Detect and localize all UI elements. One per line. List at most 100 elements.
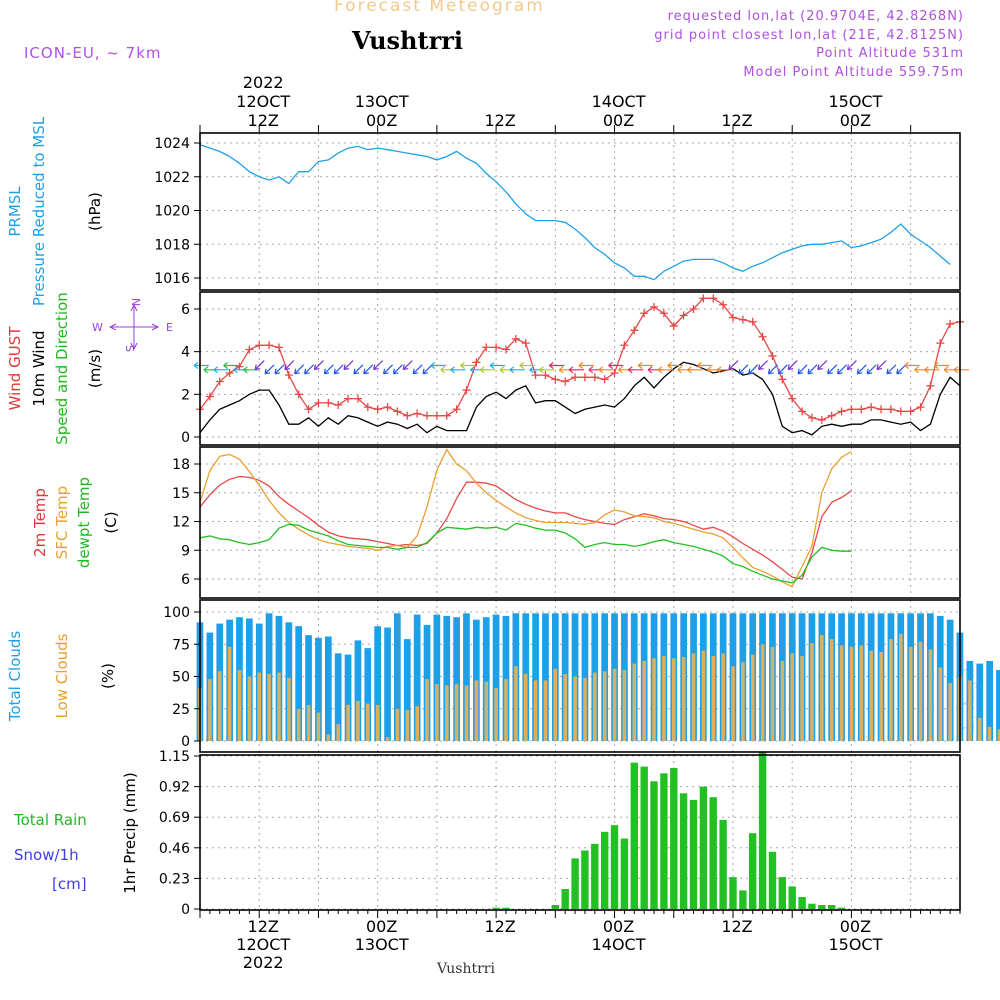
total-cloud-bar	[532, 613, 539, 741]
wind-direction-arrow	[313, 360, 324, 371]
low-cloud-bar	[681, 657, 686, 741]
gust-marker	[837, 407, 846, 416]
wind-direction-arrow	[787, 360, 798, 371]
bottom-time-label: 14OCT	[592, 935, 646, 954]
rain-bar	[699, 786, 708, 909]
gust-marker	[640, 309, 649, 318]
y-tick-label: 6	[181, 302, 190, 318]
wind-direction-arrow	[392, 364, 403, 375]
wind-direction-arrow	[402, 360, 413, 371]
bottom-time-label: 12Z	[484, 917, 515, 936]
wind-direction-arrow	[637, 362, 654, 370]
y-tick-label: 1018	[154, 237, 190, 253]
panel-label: (hPa)	[86, 192, 104, 231]
rain-bar	[729, 877, 737, 909]
rain-bar	[828, 905, 836, 909]
rain-bar	[689, 799, 698, 909]
rain-bar	[492, 907, 500, 909]
low-cloud-bar	[899, 633, 903, 741]
wind-direction-arrow	[748, 364, 759, 375]
y-tick-label: 6	[181, 572, 190, 588]
y-tick-label: 18	[172, 457, 190, 473]
gust-marker	[541, 371, 550, 380]
gust-marker	[383, 403, 392, 412]
total-cloud-bar	[996, 670, 1000, 741]
low-cloud-bar	[760, 644, 765, 742]
panel-label: Speed and Direction	[53, 292, 71, 445]
low-cloud-bar	[326, 734, 331, 741]
rain-bar	[818, 905, 826, 909]
total-cloud-bar	[384, 627, 391, 741]
low-cloud-bar	[543, 680, 548, 741]
compass-west: W	[92, 321, 103, 334]
low-cloud-bar	[425, 679, 429, 741]
rain-bar	[610, 825, 619, 909]
rain-bar	[660, 773, 668, 909]
wind-direction-arrow	[728, 360, 739, 371]
gust-marker	[403, 411, 412, 420]
wind-direction-arrow	[460, 362, 476, 370]
frame-layer	[194, 125, 961, 918]
total-cloud-bar	[364, 648, 372, 741]
low-cloud-bar	[770, 646, 775, 741]
low-cloud-bar	[790, 653, 794, 741]
top-time-label: 13OCT	[355, 92, 409, 111]
gust-marker	[650, 302, 659, 311]
low-cloud-bar	[642, 661, 646, 741]
low-cloud-bar	[908, 646, 913, 741]
low-cloud-bar	[395, 708, 400, 742]
wind-direction-arrow	[627, 366, 644, 374]
gust-marker	[551, 375, 560, 384]
wind-direction-arrow	[450, 366, 466, 374]
gust-marker	[886, 405, 895, 414]
wind-direction-arrow	[777, 364, 788, 375]
gust-marker	[936, 339, 945, 348]
gust-marker	[630, 326, 639, 335]
rain-bar	[709, 797, 717, 909]
low-cloud-bar	[928, 649, 933, 741]
panel-label: (m/s)	[86, 349, 104, 388]
low-cloud-bar	[306, 704, 311, 741]
wind-direction-arrow	[836, 364, 847, 375]
wind-direction-arrow	[578, 362, 594, 370]
gust-marker	[877, 405, 886, 414]
gust-marker	[768, 351, 777, 360]
y-tick-label: 4	[181, 345, 190, 361]
panel-label: 10m Wind	[30, 330, 48, 406]
gust-marker	[946, 319, 955, 328]
low-cloud-bar	[622, 670, 627, 741]
gust-marker	[788, 394, 797, 403]
gust-marker	[334, 401, 343, 409]
bottom-station-label: Vushtrri	[436, 961, 495, 977]
y-tick-label: 2	[181, 387, 190, 403]
wind-direction-arrow	[323, 364, 334, 375]
wind-direction-arrow	[608, 362, 624, 370]
total-cloud-bar	[482, 617, 490, 741]
rain-bar	[591, 843, 599, 909]
precip-axis-label: 1hr Precip (mm)	[121, 772, 139, 893]
compass-south: S	[123, 345, 136, 352]
top-time-label: 14OCT	[592, 92, 646, 111]
wind-direction-arrow	[856, 364, 867, 375]
gust-marker	[225, 369, 234, 377]
panel-frame	[199, 291, 961, 446]
low-cloud-bar	[632, 663, 637, 741]
total-cloud-bar	[581, 613, 589, 741]
wind-direction-arrow	[933, 362, 950, 370]
low-cloud-bar	[563, 673, 567, 741]
low-cloud-bar	[810, 643, 814, 741]
wind-direction-arrow	[767, 364, 778, 375]
wind-direction-arrow	[539, 366, 555, 374]
panel-label: PRMSL	[6, 186, 24, 237]
low-cloud-bar	[227, 646, 232, 741]
series-line-dewpt-temp	[199, 522, 852, 584]
y-tick-label: 15	[172, 486, 190, 502]
wind-direction-arrow	[738, 364, 749, 375]
rain-bar	[650, 781, 658, 909]
low-cloud-bar	[523, 673, 528, 741]
wind-direction-arrow	[797, 364, 808, 375]
gust-marker	[571, 373, 580, 382]
wind-direction-arrow	[430, 362, 446, 370]
low-cloud-bar	[987, 726, 992, 741]
gust-marker	[501, 345, 510, 354]
